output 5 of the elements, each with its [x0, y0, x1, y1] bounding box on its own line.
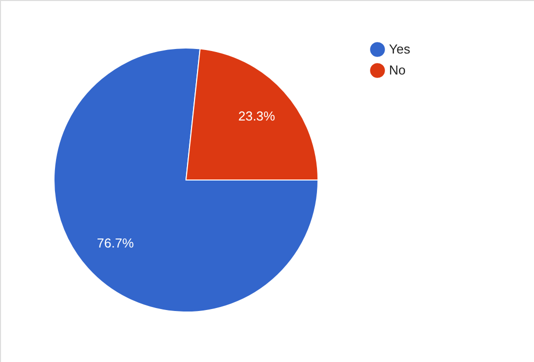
- pie-slice: [54, 48, 318, 312]
- data-label: 76.7%: [96, 235, 134, 250]
- data-label: 23.3%: [238, 108, 276, 124]
- legend-label: No: [389, 62, 406, 78]
- legend-label: Yes: [389, 42, 411, 56]
